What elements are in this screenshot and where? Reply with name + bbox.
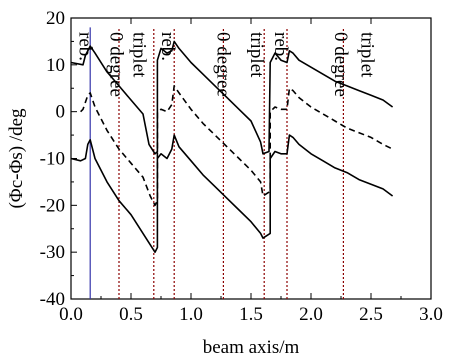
series-line-1	[70, 40, 394, 155]
region-labels: reb. 0 degree triplet reb. 0 degree triplet re…	[74, 32, 377, 97]
region-label: 0 degree	[106, 32, 127, 97]
x-tick-label: 2.5	[359, 304, 383, 325]
y-tick-label: -10	[40, 149, 65, 170]
x-tick-label: 2.0	[299, 304, 323, 325]
region-label: 0 degree	[212, 32, 233, 97]
x-tick-label: 1.0	[179, 304, 203, 325]
region-label: triplet	[356, 32, 377, 78]
x-tick-label: 0.0	[59, 304, 83, 325]
region-label: triplet	[128, 32, 149, 78]
x-axis-title: beam axis/m	[203, 337, 300, 358]
y-tick-label: -40	[40, 289, 65, 310]
y-tick-label: 20	[46, 8, 65, 29]
y-tick-label: -20	[40, 195, 65, 216]
x-tick-label: 1.5	[239, 304, 263, 325]
y-tick-label: -30	[40, 242, 65, 263]
series-line-3	[70, 134, 394, 253]
series-group	[70, 40, 394, 253]
region-label: reb.	[157, 32, 178, 61]
region-label: 0 degree	[330, 32, 351, 97]
axis-ticks: 0.0 0.5 1.0 1.5 2.0 2.5 3.0 20 10 0 -10 -20 -30 -40	[40, 8, 443, 325]
y-axis-title: (Φc-Φs) /deg	[6, 108, 27, 209]
x-tick-label: 3.0	[419, 304, 443, 325]
region-label: reb.	[270, 32, 291, 61]
x-tick-label: 0.5	[119, 304, 143, 325]
y-tick-label: 10	[46, 55, 65, 76]
series-line-2	[80, 85, 393, 207]
y-tick-label: 0	[56, 102, 66, 123]
region-label: reb.	[74, 32, 95, 61]
region-label: triplet	[246, 32, 267, 78]
region-boundary-lines	[89, 27, 344, 299]
